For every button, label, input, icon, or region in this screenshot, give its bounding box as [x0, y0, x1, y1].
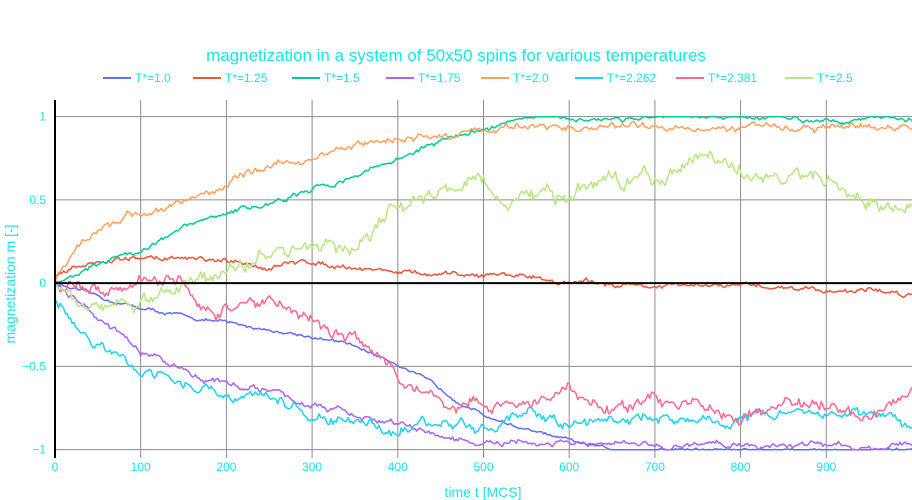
legend-item-2[interactable]: T*=1.5: [292, 71, 360, 85]
series-line-1: [54, 255, 912, 299]
legend[interactable]: T*=1.0 T*=1.25 T*=1.5 T*=1.75 T*=2.0 T*=2.262…: [103, 71, 853, 85]
legend-label: T*=1.0: [135, 71, 171, 85]
x-tick-label: 800: [731, 460, 751, 474]
legend-label: T*=2.262: [607, 71, 656, 85]
series-line-0: [54, 282, 912, 451]
legend-label: T*=2.0: [513, 71, 549, 85]
y-axis-label: magnetization m [-]: [2, 224, 18, 343]
legend-label: T*=1.25: [225, 71, 268, 85]
y-axis-ticks: −1 −0.5 0 0.5 1: [22, 110, 46, 457]
x-tick-label: 0: [52, 460, 59, 474]
series-line-5: [54, 298, 912, 437]
legend-label: T*=1.5: [324, 71, 360, 85]
y-tick-label: 1: [39, 110, 46, 124]
y-tick-label: 0: [39, 276, 46, 290]
x-tick-label: 300: [302, 460, 322, 474]
y-tick-label: −0.5: [22, 359, 46, 373]
x-tick-label: 600: [559, 460, 579, 474]
y-tick-label: −1: [32, 443, 46, 457]
legend-item-7[interactable]: T*=2.5: [785, 71, 853, 85]
legend-label: T*=2.5: [817, 71, 853, 85]
x-axis-label: time t [MCS]: [444, 484, 521, 500]
series-line-4: [54, 120, 912, 283]
legend-item-0[interactable]: T*=1.0: [103, 71, 171, 85]
x-tick-label: 400: [388, 460, 408, 474]
legend-item-6[interactable]: T*=2.381: [676, 71, 757, 85]
x-tick-label: 200: [216, 460, 236, 474]
x-tick-label: 500: [473, 460, 493, 474]
x-tick-label: 700: [645, 460, 665, 474]
legend-item-1[interactable]: T*=1.25: [193, 71, 268, 85]
chart-title: magnetization in a system of 50x50 spins…: [206, 46, 706, 65]
series-layer: [54, 115, 912, 451]
legend-item-4[interactable]: T*=2.0: [481, 71, 549, 85]
series-line-6: [54, 274, 912, 426]
legend-label: T*=1.75: [418, 71, 461, 85]
series-line-3: [54, 283, 912, 451]
legend-label: T*=2.381: [708, 71, 757, 85]
y-tick-label: 0.5: [29, 193, 46, 207]
legend-item-5[interactable]: T*=2.262: [575, 71, 656, 85]
x-tick-label: 900: [816, 460, 836, 474]
legend-item-3[interactable]: T*=1.75: [386, 71, 461, 85]
x-axis-ticks: 0 100 200 300 400 500 600 700 800 900: [52, 460, 837, 474]
grid: [55, 100, 912, 458]
x-tick-label: 100: [131, 460, 151, 474]
axes: [54, 100, 912, 458]
series-line-7: [54, 150, 912, 314]
